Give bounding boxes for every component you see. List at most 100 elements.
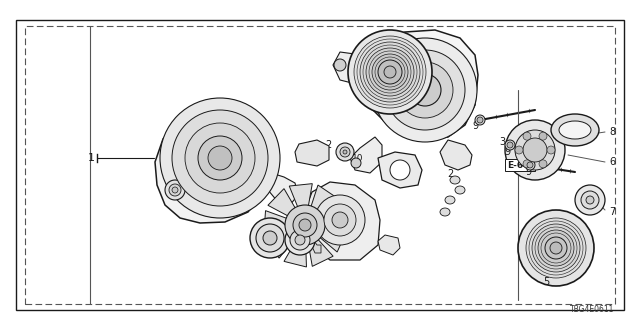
Circle shape — [539, 160, 547, 168]
Circle shape — [340, 147, 350, 157]
Ellipse shape — [332, 212, 348, 228]
Ellipse shape — [372, 54, 408, 90]
Text: 9: 9 — [504, 147, 510, 157]
Text: E-6-1: E-6-1 — [507, 161, 533, 170]
Text: 1: 1 — [88, 153, 95, 163]
Circle shape — [525, 160, 535, 170]
Circle shape — [539, 132, 547, 140]
Ellipse shape — [559, 121, 591, 139]
Text: 9: 9 — [525, 167, 531, 177]
Circle shape — [507, 142, 513, 148]
Circle shape — [527, 162, 533, 168]
Polygon shape — [284, 232, 307, 267]
Circle shape — [575, 185, 605, 215]
Ellipse shape — [256, 224, 284, 252]
Ellipse shape — [518, 210, 594, 286]
Ellipse shape — [526, 218, 586, 278]
Ellipse shape — [160, 98, 280, 218]
Ellipse shape — [285, 225, 315, 255]
Polygon shape — [305, 182, 380, 260]
Text: 3: 3 — [499, 137, 505, 147]
Circle shape — [334, 59, 346, 71]
Bar — [25, 26, 615, 304]
Ellipse shape — [360, 42, 420, 102]
Ellipse shape — [172, 110, 268, 206]
Circle shape — [523, 132, 531, 140]
Ellipse shape — [348, 30, 432, 114]
Circle shape — [581, 191, 599, 209]
Ellipse shape — [373, 38, 477, 142]
Text: 6: 6 — [609, 157, 615, 167]
Circle shape — [384, 66, 396, 78]
Ellipse shape — [538, 230, 574, 266]
Ellipse shape — [545, 237, 567, 259]
Circle shape — [351, 158, 361, 168]
Circle shape — [515, 146, 523, 154]
Polygon shape — [264, 211, 298, 234]
Ellipse shape — [378, 60, 402, 84]
Ellipse shape — [515, 130, 555, 170]
Ellipse shape — [390, 160, 410, 180]
Ellipse shape — [208, 146, 232, 170]
Circle shape — [172, 187, 178, 193]
Polygon shape — [305, 231, 321, 253]
Polygon shape — [295, 140, 329, 166]
Text: 10: 10 — [352, 154, 364, 163]
Circle shape — [550, 242, 562, 254]
Circle shape — [336, 143, 354, 161]
Polygon shape — [311, 226, 347, 252]
Ellipse shape — [263, 231, 277, 245]
Ellipse shape — [315, 195, 365, 245]
Text: 7: 7 — [609, 207, 615, 217]
Ellipse shape — [551, 114, 599, 146]
Polygon shape — [378, 235, 400, 255]
Text: 8: 8 — [609, 127, 615, 137]
Text: 2: 2 — [325, 140, 331, 150]
Ellipse shape — [250, 218, 290, 258]
Polygon shape — [268, 188, 301, 221]
Polygon shape — [440, 140, 472, 170]
Circle shape — [547, 146, 555, 154]
Circle shape — [169, 184, 181, 196]
Ellipse shape — [532, 224, 580, 272]
Circle shape — [477, 117, 483, 123]
Polygon shape — [268, 172, 298, 205]
Ellipse shape — [450, 176, 460, 184]
Ellipse shape — [455, 186, 465, 194]
Circle shape — [523, 160, 531, 168]
Circle shape — [343, 150, 347, 154]
Circle shape — [285, 205, 325, 245]
Text: 9: 9 — [472, 121, 478, 131]
Polygon shape — [307, 185, 337, 220]
Circle shape — [299, 219, 311, 231]
Text: TBG4E0611: TBG4E0611 — [570, 305, 614, 314]
Ellipse shape — [185, 123, 255, 193]
Ellipse shape — [505, 120, 565, 180]
Ellipse shape — [290, 230, 310, 250]
Polygon shape — [307, 231, 333, 266]
Polygon shape — [360, 30, 478, 140]
Ellipse shape — [440, 208, 450, 216]
Ellipse shape — [354, 36, 426, 108]
Polygon shape — [333, 52, 365, 85]
Text: 11: 11 — [177, 177, 189, 187]
Circle shape — [293, 213, 317, 237]
Ellipse shape — [295, 235, 305, 245]
Polygon shape — [289, 184, 312, 218]
Polygon shape — [155, 109, 270, 223]
Ellipse shape — [366, 48, 414, 96]
Ellipse shape — [409, 74, 441, 106]
Text: 4: 4 — [407, 157, 413, 167]
Circle shape — [586, 196, 594, 204]
Ellipse shape — [324, 204, 356, 236]
Ellipse shape — [397, 62, 453, 118]
Ellipse shape — [198, 136, 242, 180]
Ellipse shape — [445, 196, 455, 204]
Circle shape — [505, 140, 515, 150]
Polygon shape — [312, 203, 347, 225]
Ellipse shape — [385, 50, 465, 130]
Circle shape — [165, 180, 185, 200]
Text: 2: 2 — [447, 169, 453, 179]
Polygon shape — [378, 152, 422, 188]
Polygon shape — [266, 228, 300, 258]
